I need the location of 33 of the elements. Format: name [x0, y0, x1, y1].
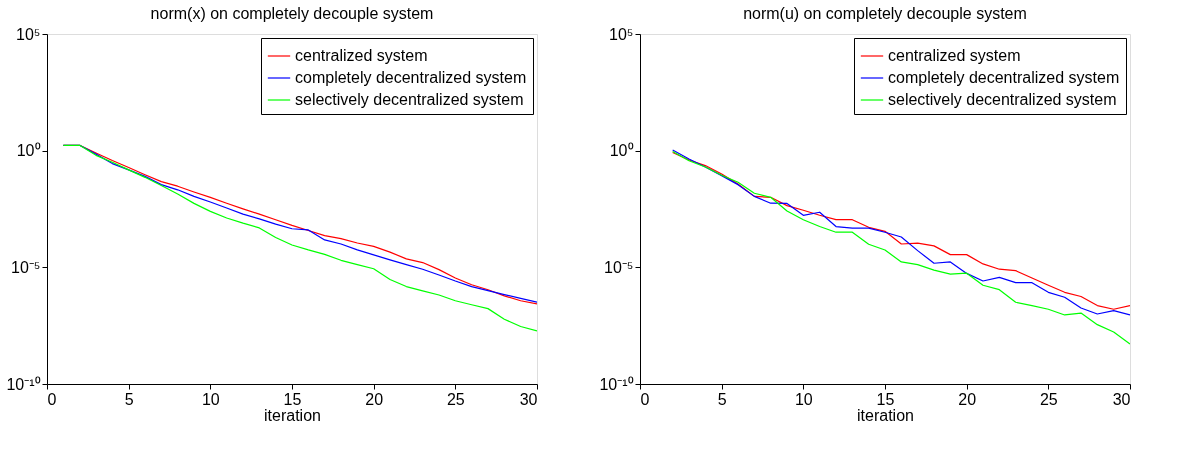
y-tick-label: 10⁵ [16, 25, 41, 43]
x-axis-title: iteration [857, 406, 914, 424]
x-tick-label: 10 [794, 390, 813, 408]
y-tick-label: 10⁻⁵ [604, 258, 634, 276]
x-tick-label: 30 [519, 390, 538, 408]
legend-label: centralized system [295, 47, 428, 64]
x-tick-label: 25 [446, 390, 465, 408]
chart-title: norm(u) on completely decouple system [743, 5, 1027, 22]
legend-label: centralized system [888, 47, 1021, 64]
x-tick-label: 30 [1112, 390, 1131, 408]
x-tick-label: 5 [717, 390, 727, 408]
x-tick-label: 20 [365, 390, 384, 408]
x-axis-title: iteration [264, 406, 321, 424]
x-tick-label: 15 [283, 390, 302, 408]
legend-label: completely decentralized system [295, 69, 527, 86]
x-tick-label: 15 [876, 390, 895, 408]
chart-title: norm(x) on completely decouple system [150, 5, 434, 22]
y-tick-label: 10⁰ [16, 142, 41, 160]
x-tick-label: 5 [124, 390, 134, 408]
y-tick-label: 10⁵ [609, 25, 634, 43]
y-tick-label: 10⁻¹⁰ [599, 375, 634, 393]
x-tick-label: 0 [47, 390, 57, 408]
legend-label: selectively decentralized system [295, 91, 524, 108]
x-tick-label: 10 [201, 390, 220, 408]
y-tick-label: 10⁻¹⁰ [6, 375, 41, 393]
line-series [672, 150, 1130, 345]
legend-label: completely decentralized system [888, 69, 1120, 86]
x-tick-label: 25 [1039, 390, 1058, 408]
y-tick-label: 10⁻⁵ [11, 258, 41, 276]
y-tick-label: 10⁰ [609, 142, 634, 160]
legend-label: selectively decentralized system [888, 91, 1117, 108]
x-tick-label: 0 [640, 390, 650, 408]
x-tick-label: 20 [958, 390, 977, 408]
